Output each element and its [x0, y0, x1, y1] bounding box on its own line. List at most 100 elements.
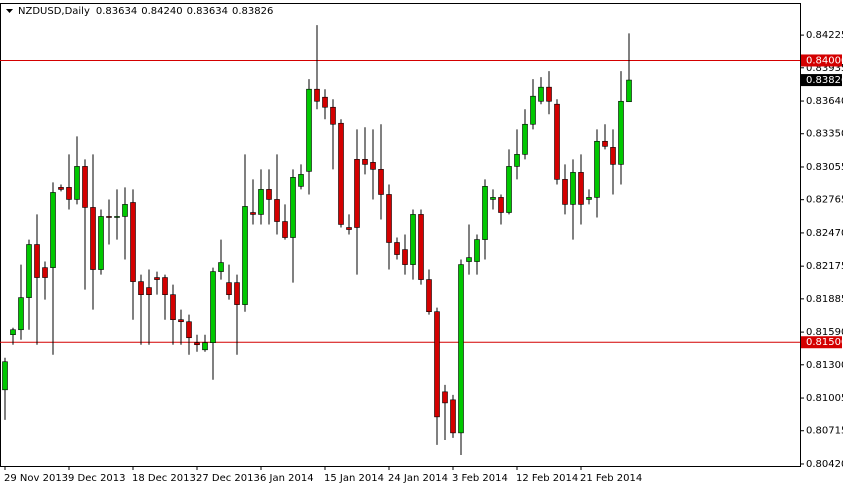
x-tick-label: 12 Feb 2014	[516, 473, 578, 484]
x-tick-label: 24 Jan 2014	[388, 473, 448, 484]
candle-body	[362, 159, 368, 165]
y-tick-label: 0.82765	[806, 195, 843, 206]
y-tick-label: 0.82175	[806, 261, 843, 272]
candle-body	[546, 86, 552, 102]
candle-body	[394, 242, 400, 255]
candle-body	[426, 279, 432, 312]
candle-body	[578, 172, 584, 205]
candle-body	[594, 140, 600, 198]
candle-body	[10, 329, 16, 335]
candle-body	[58, 187, 64, 190]
quote-value: 0.83634	[187, 6, 228, 17]
candle-body	[34, 244, 40, 278]
candle-body	[322, 96, 328, 108]
candle-body	[282, 221, 288, 238]
candle-body	[306, 88, 312, 172]
current-price-label: 0.83826	[806, 75, 843, 86]
candle-body	[82, 166, 88, 208]
candle-body	[242, 206, 248, 305]
candle-body	[354, 159, 360, 228]
candle-body	[538, 86, 544, 102]
candle-body	[226, 282, 232, 295]
x-tick-label: 29 Nov 2013	[4, 473, 68, 484]
candle-body	[130, 202, 136, 282]
candle-body	[602, 140, 608, 147]
candle-body	[458, 264, 464, 434]
candle-body	[266, 189, 272, 200]
candle-body	[330, 106, 336, 125]
x-tick-label: 15 Jan 2014	[324, 473, 384, 484]
candle-body	[194, 342, 200, 346]
quote-value: 0.83634	[96, 6, 137, 17]
candle-body	[90, 207, 96, 270]
price-label-box	[801, 54, 842, 67]
quote-value: 0.84240	[141, 6, 182, 17]
x-tick-label: 9 Dec 2013	[68, 473, 126, 484]
candle-body	[314, 88, 320, 102]
candle-body	[290, 177, 296, 238]
candle-body	[202, 342, 208, 351]
candle-body	[66, 187, 72, 200]
candle-body	[26, 244, 32, 298]
candle-body	[114, 216, 120, 218]
candle-body	[50, 192, 56, 268]
candle-body	[434, 311, 440, 418]
candle-body	[490, 197, 496, 200]
candle-body	[274, 199, 280, 222]
candle-body	[162, 277, 168, 295]
candle-body	[346, 227, 352, 230]
x-tick-label: 6 Jan 2014	[260, 473, 314, 484]
candle-body	[74, 166, 80, 200]
candle-body	[234, 282, 240, 305]
candle-body	[178, 319, 184, 323]
candle-body	[338, 122, 344, 225]
y-tick-label: 0.83055	[806, 162, 843, 173]
candle-body	[618, 100, 624, 165]
candle-body	[370, 162, 376, 170]
y-tick-label: 0.81005	[806, 393, 843, 404]
candle-body	[250, 212, 256, 215]
candle-body	[106, 216, 112, 218]
candle-body	[418, 214, 424, 280]
x-tick-label: 27 Dec 2013	[196, 473, 260, 484]
candle-body	[466, 257, 472, 262]
candle-body	[146, 287, 152, 295]
candle-body	[186, 321, 192, 339]
candle-body	[498, 197, 504, 213]
candle-body	[210, 271, 216, 343]
quote-value: 0.83826	[232, 6, 273, 17]
candle-body	[122, 204, 128, 217]
candle-body	[586, 197, 592, 200]
candle-body	[18, 297, 24, 331]
candle-body	[410, 214, 416, 265]
candle-body	[170, 294, 176, 321]
y-tick-label: 0.80420	[806, 459, 843, 470]
x-tick-label: 3 Feb 2014	[452, 473, 508, 484]
price-label-box	[801, 336, 842, 349]
y-tick-label: 0.80715	[806, 426, 843, 437]
candle-body	[554, 103, 560, 180]
y-tick-label: 0.83935	[806, 63, 843, 74]
candle-body	[154, 277, 160, 280]
y-tick-label: 0.81885	[806, 294, 843, 305]
candle-body	[514, 154, 520, 167]
candle-body	[474, 239, 480, 262]
candle-body	[506, 166, 512, 213]
candle-body	[258, 189, 264, 215]
plot-frame	[0, 3, 801, 467]
candle-body	[610, 147, 616, 165]
candle-body	[626, 79, 632, 103]
candle-body	[98, 216, 104, 270]
candle-body	[218, 262, 224, 272]
candle-body	[386, 194, 392, 243]
menu-triangle	[6, 9, 13, 13]
y-tick-label: 0.84225	[806, 30, 843, 41]
x-tick-label: 18 Dec 2013	[132, 473, 196, 484]
candle-body	[482, 186, 488, 240]
